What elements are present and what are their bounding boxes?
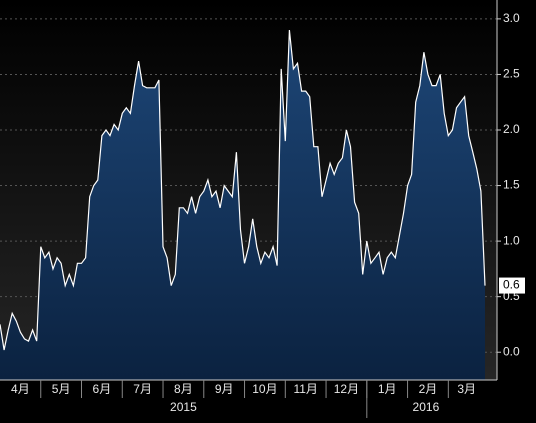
x-tick-label: 7月: [133, 382, 152, 396]
x-tick-label: 1月: [378, 382, 397, 396]
x-axis-background: [0, 380, 497, 418]
year-label: 2015: [170, 400, 197, 414]
x-tick-label: 9月: [215, 382, 234, 396]
x-tick-label: 5月: [52, 382, 71, 396]
y-tick-label: 1.5: [503, 178, 520, 192]
x-tick-label: 10月: [252, 382, 277, 396]
line: [0, 29, 486, 351]
y-tick-label: 3.0: [503, 11, 520, 25]
x-tick-label: 4月: [11, 382, 30, 396]
x-tick-label: 6月: [93, 382, 112, 396]
y-tick-label: 2.0: [503, 122, 520, 136]
y-tick-label: 1.0: [503, 233, 520, 247]
area: [0, 30, 485, 380]
x-tick-label: 2月: [419, 382, 438, 396]
x-tick-label: 3月: [457, 382, 476, 396]
x-tick-label: 12月: [334, 382, 359, 396]
y-tick-label: 0.0: [503, 344, 520, 358]
x-tick-label: 8月: [174, 382, 193, 396]
last-value-label: 0.6: [503, 278, 520, 292]
axis-background: [497, 0, 536, 418]
year-label: 2016: [413, 400, 440, 414]
last-value-box: [499, 277, 525, 294]
x-tick-label: 11月: [293, 382, 317, 396]
y-tick-label: 2.5: [503, 67, 520, 81]
